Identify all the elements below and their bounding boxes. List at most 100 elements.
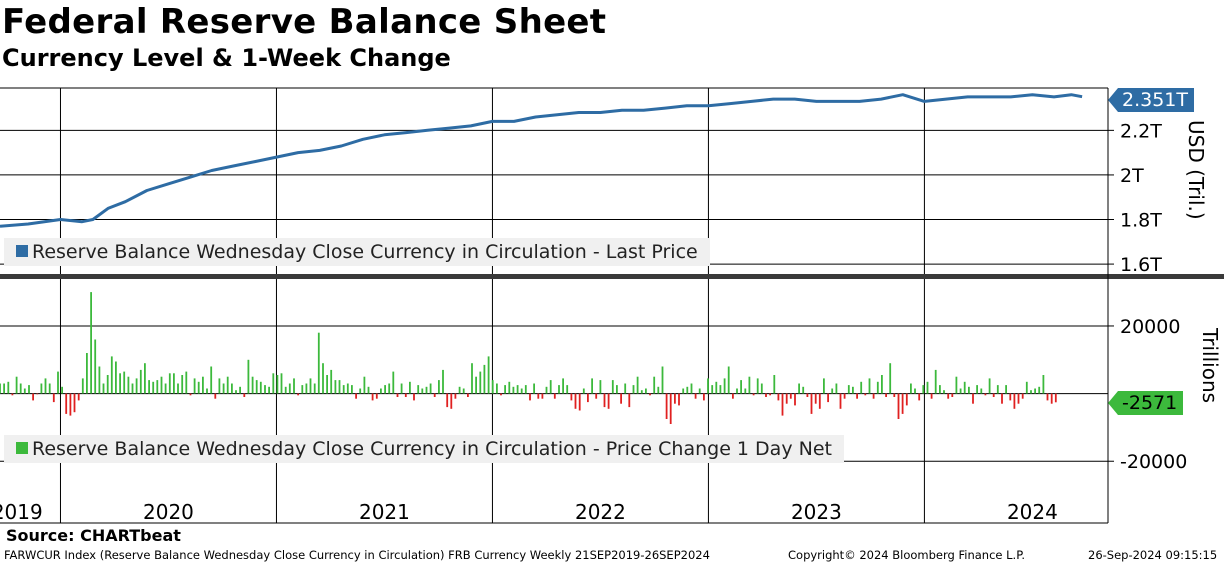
bar-change <box>81 378 84 394</box>
bar-change <box>591 378 593 394</box>
x-tick-label: 2024 <box>1007 500 1058 524</box>
bar-change <box>442 369 444 394</box>
bar-change <box>317 332 320 394</box>
bar-change <box>363 376 366 394</box>
bar-change <box>135 378 138 394</box>
bar-change <box>939 385 941 394</box>
bar-change <box>553 393 556 399</box>
bar-change <box>462 388 465 394</box>
bar-change <box>980 388 983 394</box>
bar-change <box>876 381 879 394</box>
bar-change <box>968 386 970 394</box>
bar-change <box>686 386 689 394</box>
bar-change <box>628 393 631 408</box>
bar-change <box>868 378 871 394</box>
bar-change <box>1021 393 1024 399</box>
bar-change <box>719 385 722 394</box>
bar-change <box>794 393 796 406</box>
bar-change <box>732 393 734 399</box>
bar-change <box>549 380 552 394</box>
bar-change <box>773 375 776 394</box>
bar-change <box>847 385 850 394</box>
bar-change <box>611 380 614 394</box>
bar-change <box>711 385 714 394</box>
bar-change <box>338 380 341 394</box>
bar-change <box>65 393 68 414</box>
bar-change <box>57 371 59 394</box>
bar-change <box>798 383 800 394</box>
bar-change <box>943 390 945 394</box>
bar-change <box>235 390 237 394</box>
bar-change <box>123 371 126 394</box>
footer-timestamp: 26-Sep-2024 09:15:15 <box>1088 548 1218 562</box>
bar-change <box>86 353 88 394</box>
bar-change <box>189 393 192 396</box>
bar-change <box>520 388 523 394</box>
bar-change <box>396 393 399 397</box>
bar-change <box>748 376 751 394</box>
bar-change <box>471 363 473 394</box>
y-tick-change-0: 20000 <box>1120 316 1180 338</box>
bar-change <box>508 381 511 394</box>
bar-change <box>558 385 560 394</box>
bar-change <box>810 393 813 414</box>
bar-change <box>197 381 200 394</box>
bar-change <box>102 383 105 394</box>
bar-change <box>640 390 643 394</box>
bar-change <box>769 393 771 396</box>
legend-level: Reserve Balance Wednesday Close Currency… <box>4 238 710 266</box>
bar-change <box>429 383 432 394</box>
bar-change <box>288 383 291 394</box>
bar-change <box>723 378 726 394</box>
bar-change <box>1050 393 1053 404</box>
bar-change <box>98 366 101 394</box>
bar-change <box>690 383 693 394</box>
bar-change <box>421 388 424 394</box>
bar-change <box>1001 393 1003 404</box>
last-value-change: -2571 <box>1122 392 1178 414</box>
bar-change <box>512 386 515 394</box>
series-line-level <box>0 93 1083 228</box>
bar-change <box>222 383 225 394</box>
bar-change <box>160 376 163 394</box>
bar-change <box>152 381 155 394</box>
bar-change <box>897 393 900 419</box>
bar-change <box>831 388 834 394</box>
bar-change <box>268 386 270 394</box>
chart-subtitle: Currency Level & 1-Week Change <box>2 44 451 72</box>
bar-change <box>707 378 709 394</box>
bar-change <box>32 393 34 401</box>
bar-change <box>326 375 328 394</box>
bar-change <box>682 388 685 394</box>
last-value-flag-change: -2571 <box>1107 391 1184 415</box>
bar-change <box>578 393 581 411</box>
bar-change <box>293 378 295 394</box>
bar-change <box>19 383 22 394</box>
legend-change-swatch <box>16 442 28 454</box>
bar-change <box>255 380 258 394</box>
bar-change <box>305 383 308 394</box>
bar-change <box>400 383 403 394</box>
bar-change <box>276 375 279 394</box>
bar-change <box>529 393 531 401</box>
last-value-level: 2.351T <box>1122 89 1188 111</box>
bar-change <box>272 373 275 394</box>
bar-change <box>218 378 221 394</box>
source-note: Source: CHARTbeat <box>6 526 181 545</box>
bar-change <box>342 385 345 394</box>
y-axis-label-change: Trillions <box>1198 328 1222 404</box>
bar-change <box>11 393 14 396</box>
bar-change <box>193 378 196 394</box>
panel-separator <box>0 274 1224 279</box>
bar-change <box>119 373 121 394</box>
bar-change <box>574 393 577 409</box>
legend-change-text: Reserve Balance Wednesday Close Currency… <box>32 438 832 460</box>
bar-change <box>450 393 453 409</box>
footer-series-info: FARWCUR Index (Reserve Balance Wednesday… <box>4 548 710 562</box>
bar-change <box>889 363 892 394</box>
bar-change <box>61 386 63 394</box>
bar-change <box>44 378 47 394</box>
bar-change <box>375 393 378 399</box>
bar-change <box>48 383 51 394</box>
bar-change <box>77 393 80 401</box>
